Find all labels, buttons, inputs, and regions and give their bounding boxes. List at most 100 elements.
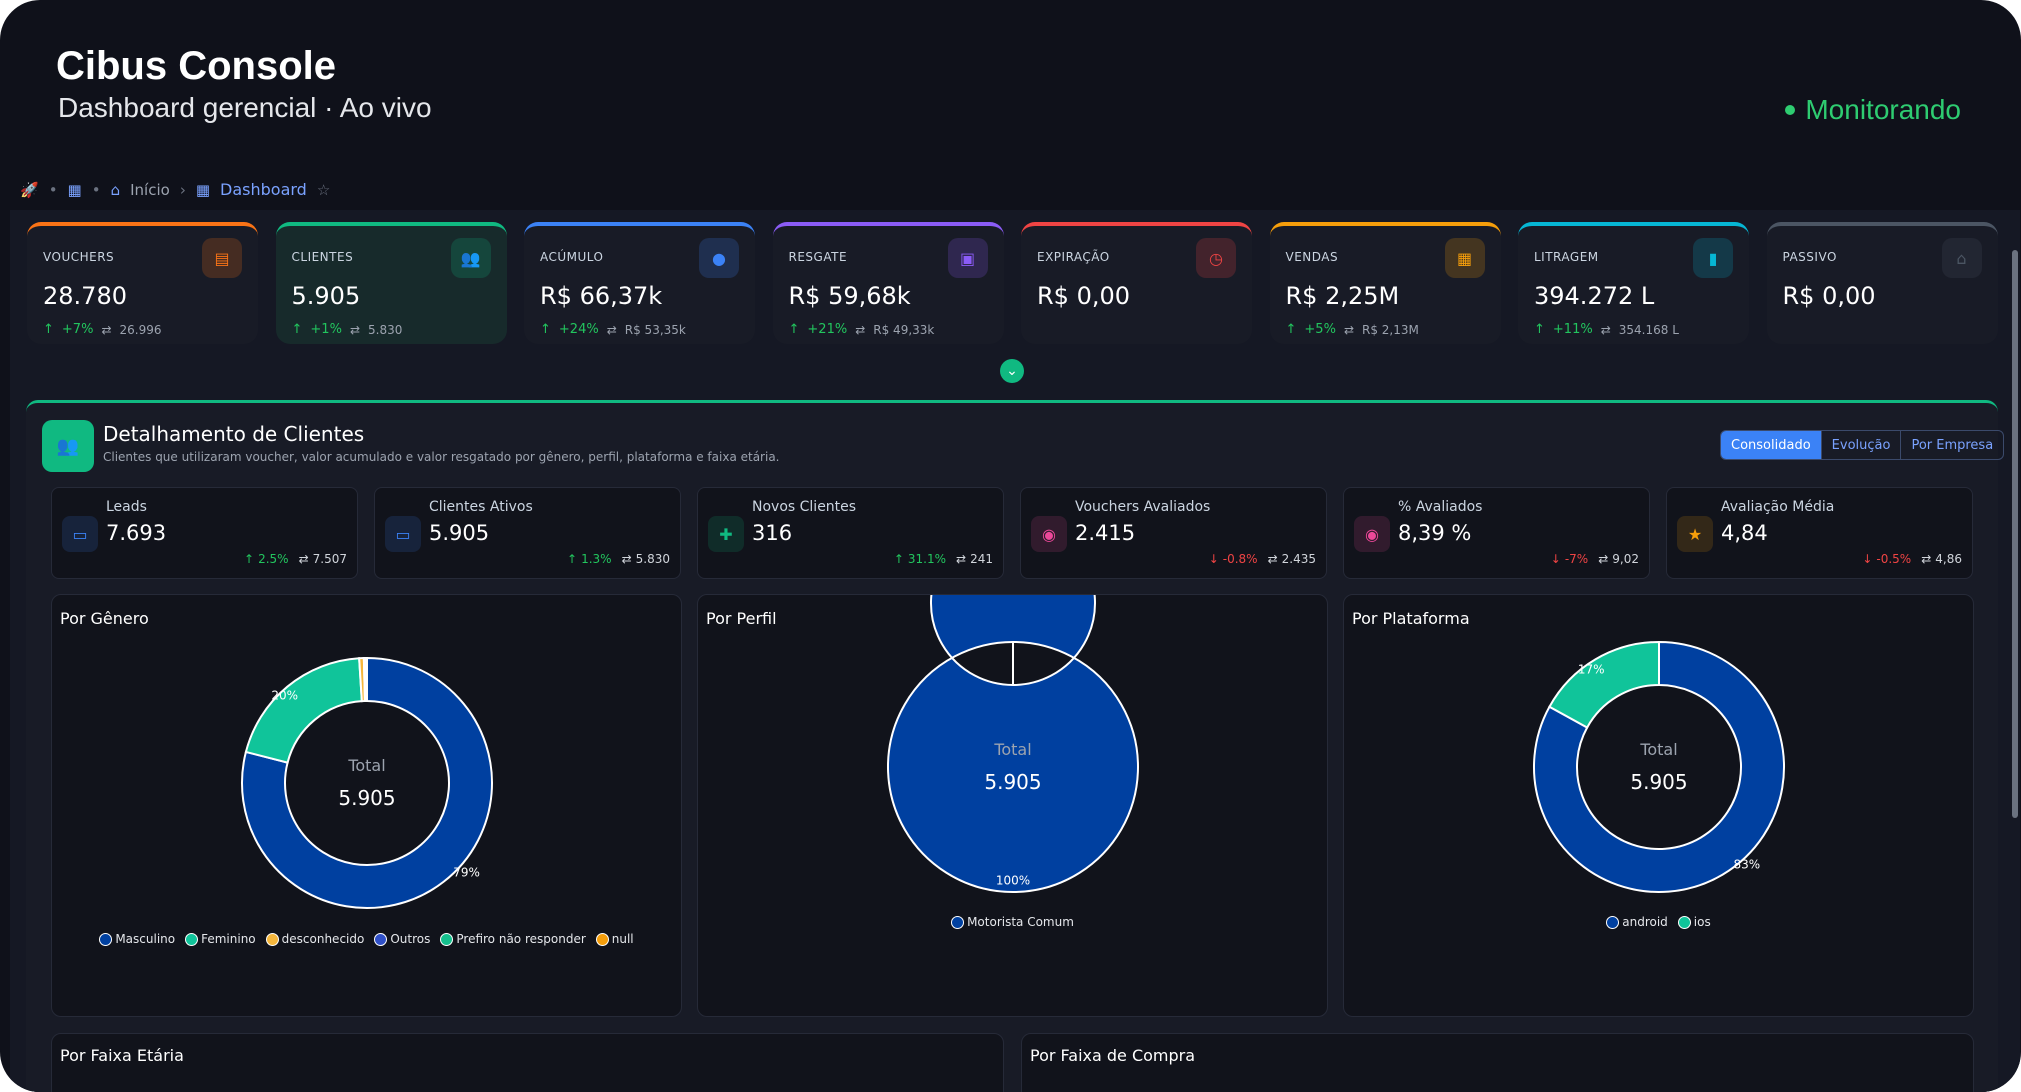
legend-swatch-icon [1606, 915, 1620, 929]
metric-label: Leads [106, 499, 147, 515]
tab-por-empresa[interactable]: Por Empresa [1911, 437, 1994, 453]
scrollbar[interactable] [2012, 250, 2018, 818]
donut-chart: 100% Total 5.905 [887, 595, 1139, 893]
dashboard-icon: ▦ [195, 180, 211, 199]
legend-swatch-icon [951, 915, 965, 929]
kpi-trend-value: +24% [558, 322, 599, 337]
metric-trend-value: -0.8% [1222, 552, 1258, 566]
donut-chart-panel: Por Plataforma 83% 17% Total 5.905 android ios [1343, 594, 1974, 1017]
kpi-card[interactable]: EXPIRAÇÃO R$ 0,00 ◷ [1021, 222, 1252, 344]
compare-icon: ⇄ [1600, 322, 1611, 337]
kpi-previous: R$ 2,13M [1362, 322, 1419, 337]
breadcrumb-current[interactable]: Dashboard [220, 180, 307, 199]
donut-center-label: Total [993, 740, 1031, 759]
coin-icon: ● [699, 238, 739, 278]
legend-item[interactable]: Masculino [99, 932, 175, 946]
legend-item[interactable]: ios [1677, 915, 1711, 929]
kpi-label: CLIENTES [291, 250, 354, 264]
legend-item[interactable]: desconhecido [265, 932, 364, 946]
donut-slice[interactable] [887, 595, 1139, 893]
metric-label: Vouchers Avaliados [1075, 499, 1211, 515]
rocket-icon[interactable]: 🚀 [20, 180, 39, 199]
eye-icon: ◉ [1031, 516, 1067, 552]
legend-item[interactable]: null [595, 932, 634, 946]
kpi-trend-value: +5% [1304, 322, 1336, 337]
compare-icon: ⇄ [1343, 322, 1354, 337]
kpi-card[interactable]: CLIENTES 5.905 👥 ↑ +1% ⇄ 5.830 [275, 222, 507, 344]
kpi-value: R$ 59,68k [788, 282, 911, 310]
star-favorite-icon[interactable]: ☆ [316, 180, 331, 199]
legend-item[interactable]: Feminino [185, 932, 256, 946]
panel-title: Por Faixa Etária [60, 1046, 184, 1065]
purchase-range-panel: Por Faixa de Compra [1021, 1033, 1974, 1092]
tab-evolucao[interactable]: Evolução [1822, 431, 1902, 459]
kpi-card[interactable]: PASSIVO R$ 0,00 ⌂ [1766, 222, 1998, 344]
compare-icon: ⇄ [298, 552, 309, 566]
legend-swatch-icon [595, 932, 609, 946]
kpi-card[interactable]: VENDAS R$ 2,25M ▦ ↑ +5% ⇄ R$ 2,13M [1269, 222, 1501, 344]
legend-label: Outros [390, 932, 431, 946]
donut-chart-panel: Por Perfil 100% Total 5.905 Motorista Comum [697, 594, 1328, 1017]
kpi-label: RESGATE [788, 250, 848, 264]
ticket-icon: ▤ [202, 238, 242, 278]
kpi-value: R$ 0,00 [1782, 282, 1876, 310]
arrow-down-icon: ↓ [1550, 552, 1561, 566]
donut-center-label: Total [347, 756, 385, 775]
legend-swatch-icon [440, 932, 454, 946]
donut-slice[interactable] [244, 657, 363, 764]
metric-card: ◉ Vouchers Avaliados 2.415 ↓ -0.8% ⇄ 2.435 [1020, 487, 1327, 579]
chart-title: Por Plataforma [1352, 609, 1470, 628]
legend-label: Motorista Comum [967, 915, 1074, 929]
grid-icon[interactable]: ▦ [67, 180, 82, 199]
metric-trend-value: 31.1% [907, 552, 947, 566]
metric-previous: 5.830 [635, 552, 670, 566]
kpi-value: 394.272 L [1534, 282, 1655, 310]
donut-slice[interactable] [241, 656, 493, 909]
chevron-down-icon[interactable]: ⌄ [1000, 359, 1024, 383]
chart-legend: Masculino Feminino desconhecido Outros Prefi… [52, 932, 681, 946]
kpi-trend-value: +11% [1552, 322, 1593, 337]
user-plus-icon: ✚ [708, 516, 744, 552]
donut-chart: 83% 17% Total 5.905 [1533, 640, 1785, 893]
metric-card: ◉ % Avaliados 8,39 % ↓ -7% ⇄ 9,02 [1343, 487, 1650, 579]
kpi-card[interactable]: VOUCHERS 28.780 ▤ ↑ +7% ⇄ 26.996 [27, 222, 258, 344]
breadcrumb: 🚀 • ▦ • ⌂ Início › ▦ Dashboard ☆ [20, 180, 330, 199]
legend-swatch-icon [265, 932, 279, 946]
section-description: Clientes que utilizaram voucher, valor a… [103, 450, 780, 464]
donut-slice[interactable] [1533, 640, 1785, 893]
donut-slice[interactable] [365, 656, 368, 703]
metric-label: Clientes Ativos [429, 499, 533, 515]
chart-legend: Motorista Comum [698, 915, 1327, 929]
home-icon[interactable]: ⌂ [110, 180, 121, 199]
breadcrumb-home[interactable]: Início [130, 180, 170, 199]
metric-trend-value: 2.5% [258, 552, 289, 566]
arrow-up-icon: ↑ [1534, 322, 1545, 337]
kpi-card[interactable]: RESGATE R$ 59,68k ▣ ↑ +21% ⇄ R$ 49,33k [772, 222, 1004, 344]
arrow-up-icon: ↑ [244, 552, 255, 566]
legend-item[interactable]: android [1606, 915, 1668, 929]
kpi-trend-value: +1% [310, 322, 342, 337]
arrow-down-icon: ↓ [1862, 552, 1873, 566]
kpi-trend-value: +21% [807, 322, 848, 337]
legend-label: ios [1693, 915, 1711, 929]
donut-center-label: Total [1639, 740, 1677, 759]
kpi-value: R$ 66,37k [540, 282, 663, 310]
compare-icon: ⇄ [1267, 552, 1278, 566]
metric-previous: 7.507 [312, 552, 347, 566]
arrow-up-icon: ↑ [43, 322, 54, 337]
view-tabs: Consolidado Evolução Por Empresa [1720, 430, 2005, 460]
panel-title: Por Faixa de Compra [1030, 1046, 1196, 1065]
kpi-card[interactable]: ACÚMULO R$ 66,37k ● ↑ +24% ⇄ R$ 53,35k [524, 222, 755, 344]
legend-swatch-icon [185, 932, 199, 946]
legend-item[interactable]: Outros [374, 932, 430, 946]
donut-slice[interactable] [1548, 640, 1660, 729]
legend-item[interactable]: Prefiro não responder [440, 932, 586, 946]
metric-value: 7.693 [106, 521, 167, 545]
metric-card: ★ Avaliação Média 4,84 ↓ -0.5% ⇄ 4,86 [1666, 487, 1973, 579]
kpi-previous: 5.830 [368, 322, 403, 337]
tab-consolidado[interactable]: Consolidado [1721, 431, 1822, 459]
compare-icon: ⇄ [1598, 552, 1609, 566]
kpi-trend: ↑ +1% ⇄ 5.830 [292, 322, 403, 337]
legend-item[interactable]: Motorista Comum [951, 915, 1074, 929]
kpi-card[interactable]: LITRAGEM 394.272 L ▮ ↑ +11% ⇄ 354.168 L [1518, 222, 1749, 344]
